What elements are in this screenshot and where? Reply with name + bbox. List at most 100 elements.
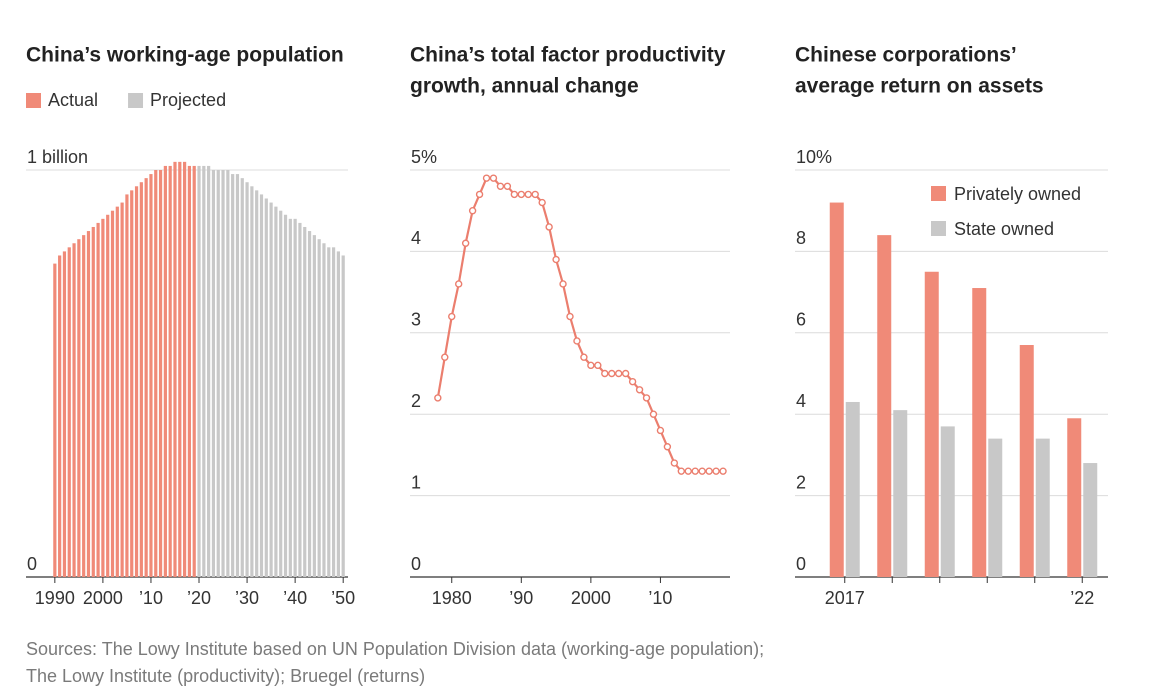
bar bbox=[58, 255, 62, 577]
bar bbox=[298, 222, 302, 577]
sources: Sources: The Lowy Institute based on UN … bbox=[26, 639, 764, 659]
y-tick-label: 1 bbox=[411, 472, 421, 492]
legend-swatch bbox=[128, 93, 144, 108]
bar bbox=[235, 174, 240, 577]
bar bbox=[893, 410, 908, 577]
y-tick-label: 2 bbox=[411, 391, 421, 411]
point bbox=[441, 353, 449, 361]
legend-label: State owned bbox=[954, 219, 1054, 239]
bar bbox=[259, 194, 264, 578]
legend-label: Privately owned bbox=[954, 184, 1081, 204]
x-tick-label: ’30 bbox=[235, 588, 259, 608]
x-tick-label: 1980 bbox=[432, 588, 472, 608]
point bbox=[649, 410, 658, 418]
chart-title: average return on assets bbox=[795, 75, 1044, 98]
bar bbox=[972, 288, 987, 577]
x-tick-label: ’10 bbox=[139, 588, 163, 608]
bar bbox=[274, 206, 278, 577]
bar bbox=[67, 247, 71, 577]
bar bbox=[96, 222, 100, 577]
sources: The Lowy Institute (productivity); Brueg… bbox=[26, 666, 425, 686]
bar bbox=[307, 231, 312, 578]
legend-swatch bbox=[26, 93, 41, 108]
point bbox=[656, 426, 665, 435]
bar bbox=[226, 170, 230, 577]
chart-title: Chinese corporations’ bbox=[795, 44, 1017, 67]
x-tick-label: 2000 bbox=[83, 588, 123, 608]
point bbox=[580, 353, 588, 361]
bar bbox=[182, 161, 187, 578]
bar bbox=[53, 263, 57, 577]
bar bbox=[130, 190, 134, 577]
bar bbox=[110, 210, 115, 577]
y-tick-label: 10% bbox=[796, 147, 832, 167]
bar bbox=[168, 165, 172, 577]
bar bbox=[255, 190, 259, 577]
bar bbox=[264, 198, 268, 578]
point bbox=[684, 467, 692, 475]
bar bbox=[197, 165, 201, 577]
bar bbox=[173, 161, 177, 578]
x-tick-label: ’20 bbox=[187, 588, 211, 608]
point bbox=[448, 312, 456, 321]
point bbox=[691, 467, 699, 475]
bar bbox=[322, 243, 326, 577]
y-tick-label: 0 bbox=[411, 554, 421, 574]
point bbox=[635, 386, 644, 394]
bar bbox=[149, 174, 153, 577]
bar bbox=[82, 235, 86, 577]
bar bbox=[106, 214, 110, 577]
point bbox=[670, 459, 679, 467]
point bbox=[517, 190, 526, 199]
y-tick-label: 8 bbox=[796, 228, 806, 248]
bar bbox=[924, 271, 939, 577]
x-tick-label: ’22 bbox=[1070, 588, 1094, 608]
bar bbox=[91, 226, 95, 578]
bar bbox=[125, 194, 129, 578]
point bbox=[573, 337, 581, 345]
bar bbox=[317, 239, 321, 577]
point bbox=[454, 280, 463, 288]
bar bbox=[211, 170, 216, 577]
bar bbox=[245, 182, 249, 577]
x-tick-label: 1990 bbox=[35, 588, 75, 608]
legend-swatch bbox=[931, 186, 946, 201]
bar bbox=[331, 247, 336, 577]
point bbox=[608, 369, 616, 378]
line bbox=[436, 177, 724, 473]
bar bbox=[283, 214, 288, 577]
point bbox=[705, 467, 713, 475]
bar bbox=[988, 438, 1003, 577]
point bbox=[524, 190, 532, 199]
bar bbox=[293, 218, 297, 577]
point bbox=[566, 312, 574, 321]
chart-title: China’s working-age population bbox=[26, 44, 344, 67]
bar bbox=[72, 243, 76, 577]
point bbox=[531, 190, 539, 199]
point bbox=[552, 255, 560, 264]
bar bbox=[250, 186, 254, 577]
bar bbox=[940, 426, 955, 577]
y-tick-label: 6 bbox=[796, 310, 806, 330]
bar bbox=[134, 186, 139, 577]
bar bbox=[158, 170, 163, 577]
y-tick-label: 3 bbox=[411, 310, 421, 330]
legend-label: Actual bbox=[48, 90, 98, 110]
bar bbox=[86, 231, 91, 578]
y-tick-label: 1 billion bbox=[27, 147, 88, 167]
point bbox=[712, 467, 720, 475]
bar bbox=[877, 235, 892, 577]
point bbox=[489, 174, 498, 182]
point bbox=[677, 467, 686, 475]
bar bbox=[1067, 418, 1082, 577]
y-tick-label: 0 bbox=[27, 554, 37, 574]
point bbox=[663, 443, 672, 451]
point bbox=[503, 182, 512, 190]
point bbox=[559, 280, 567, 288]
bar bbox=[1083, 463, 1098, 577]
point bbox=[545, 223, 553, 231]
bar bbox=[62, 251, 67, 577]
point bbox=[719, 467, 727, 475]
bar bbox=[829, 202, 844, 577]
